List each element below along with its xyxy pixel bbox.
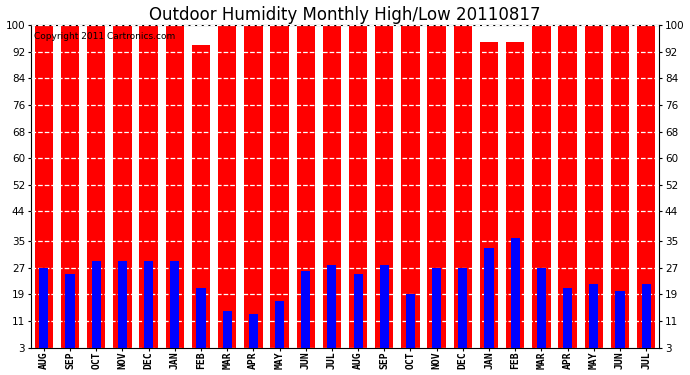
Bar <box>402 25 420 358</box>
Bar <box>270 25 288 358</box>
Bar <box>323 25 341 358</box>
Bar <box>563 288 572 358</box>
Bar <box>297 25 315 358</box>
Bar <box>380 264 389 358</box>
Bar <box>34 25 53 358</box>
Bar <box>511 238 520 358</box>
Bar <box>615 291 624 358</box>
Bar <box>458 268 467 358</box>
Bar <box>353 274 363 358</box>
Bar <box>170 261 179 358</box>
Bar <box>506 42 524 358</box>
Bar <box>218 25 236 358</box>
Bar <box>611 25 629 358</box>
Bar <box>244 25 262 358</box>
Bar <box>349 25 367 358</box>
Bar <box>39 268 48 358</box>
Bar <box>537 268 546 358</box>
Bar <box>118 261 127 358</box>
Bar <box>432 268 441 358</box>
Bar <box>532 25 551 358</box>
Bar <box>428 25 446 358</box>
Bar <box>144 261 153 358</box>
Bar <box>375 25 393 358</box>
Bar <box>589 285 598 358</box>
Bar <box>454 25 472 358</box>
Bar <box>249 314 258 358</box>
Title: Outdoor Humidity Monthly High/Low 20110817: Outdoor Humidity Monthly High/Low 201108… <box>149 6 541 24</box>
Bar <box>166 25 184 358</box>
Bar <box>480 42 498 358</box>
Bar <box>92 261 101 358</box>
Bar <box>637 25 656 358</box>
Text: Copyright 2011 Cartronics.com: Copyright 2011 Cartronics.com <box>34 32 175 40</box>
Bar <box>642 285 651 358</box>
Bar <box>301 271 310 358</box>
Bar <box>584 25 603 358</box>
Bar <box>113 25 132 358</box>
Bar <box>139 25 158 358</box>
Bar <box>197 288 206 358</box>
Bar <box>558 25 577 358</box>
Bar <box>61 25 79 358</box>
Bar <box>406 294 415 358</box>
Bar <box>223 311 232 358</box>
Bar <box>66 274 75 358</box>
Bar <box>192 45 210 358</box>
Bar <box>327 264 337 358</box>
Bar <box>87 25 106 358</box>
Bar <box>484 248 493 358</box>
Bar <box>275 301 284 358</box>
